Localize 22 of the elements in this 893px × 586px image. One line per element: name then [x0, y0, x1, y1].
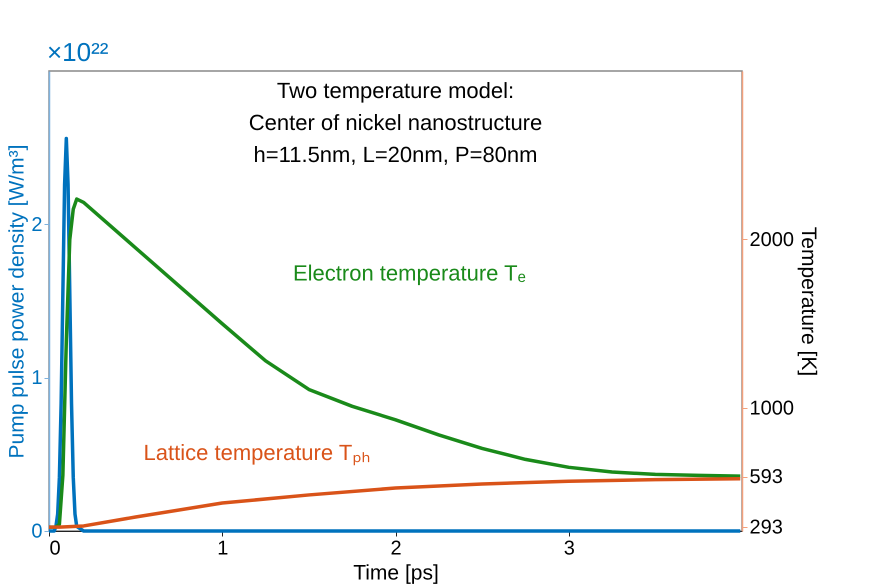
- y-tick-label: 1: [31, 367, 42, 390]
- y-tick-label: 2: [31, 214, 42, 236]
- y2-tick-label: 1000: [750, 397, 794, 420]
- y2-axis-title: Temperature [K]: [796, 226, 820, 376]
- annotation: Center of nickel nanostructure: [248, 110, 542, 135]
- y2-tick-label: 293: [750, 516, 783, 539]
- line-series: [47, 136, 742, 533]
- x-tick-label: 3: [564, 538, 575, 560]
- x-axis-title: Time [ps]: [353, 562, 439, 584]
- x-tick-label: 1: [217, 538, 228, 560]
- y-tick-label: 0: [31, 520, 42, 542]
- text: ×10²²: [47, 37, 109, 67]
- series-label: Lattice temperature Tₚₕ: [144, 440, 370, 466]
- annotation: h=11.5nm, L=20nm, P=80nm: [254, 142, 538, 167]
- y2-tick-label: 593: [750, 466, 783, 488]
- x-tick-label: 2: [390, 538, 402, 560]
- y-axis-title: Pump pulse power density [W/m³]: [5, 144, 28, 458]
- x-tick-label: 0: [50, 538, 61, 560]
- line-series: [47, 477, 742, 529]
- y2-tick-label: 2000: [750, 229, 794, 251]
- text: Electron temperature Tₑ: [292, 260, 526, 286]
- annotation: Two temperature model:: [276, 78, 514, 103]
